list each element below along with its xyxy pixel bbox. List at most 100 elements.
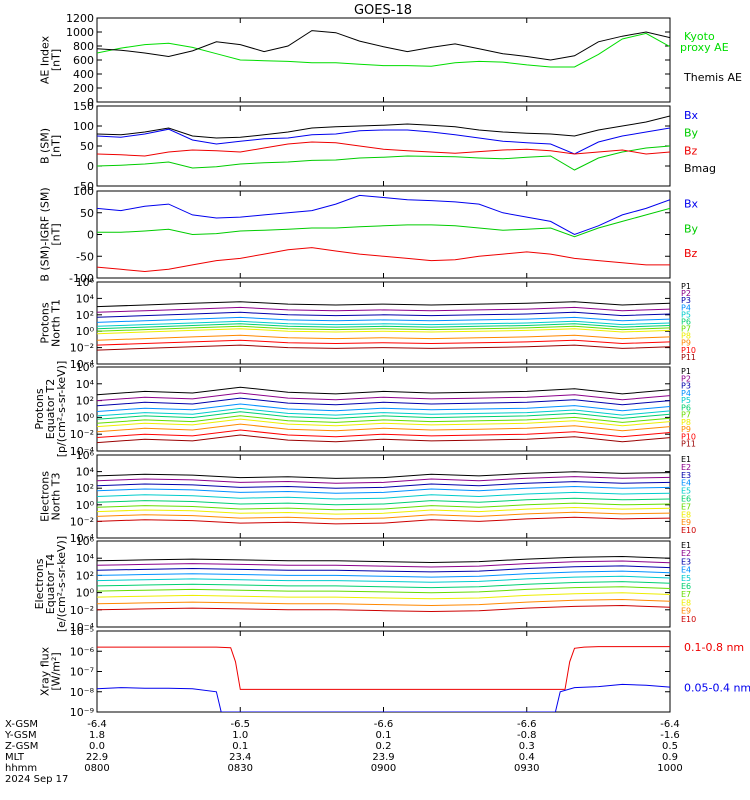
chart-title: GOES-18 <box>354 3 412 18</box>
series-line-E8 <box>97 592 670 600</box>
legend-entry: E7 <box>681 502 691 511</box>
panel-frame <box>96 630 671 713</box>
y-tick-label: 50 <box>80 207 94 220</box>
footer-value: 0830 <box>228 763 253 774</box>
legend-entry: P7 <box>681 411 691 420</box>
legend-entry: Bz <box>684 144 698 157</box>
legend-entry: Bz <box>684 247 698 260</box>
y-axis-label: Xray flux[W/m²] <box>39 646 63 696</box>
series-line-P10 <box>97 339 670 346</box>
panel-xray: 10⁻⁹ 10⁻⁸ 10⁻⁷ 10⁻⁶ 10⁻⁵ Xray flux[W/m²] 0.1-0… <box>39 625 750 719</box>
legend-entry: P1 <box>681 367 691 376</box>
panel-frame <box>96 454 671 539</box>
y-tick-label: 0 <box>87 96 94 109</box>
series-group <box>97 555 670 613</box>
legend-entry: Kyoto <box>684 30 715 43</box>
y-tick-label: -100 <box>69 272 94 285</box>
y-tick-label: 100 <box>73 185 94 198</box>
y-tick-label: 100 <box>73 120 94 133</box>
panel-bsm: -50 0 50 100 150 B (SM)[nT] Bx By Bz Bmag <box>39 100 717 193</box>
legend-entry: P3 <box>681 296 691 305</box>
legend-entry: P1 <box>681 282 691 291</box>
legend-entry: P5 <box>681 396 691 405</box>
series-line-P6 <box>97 323 670 330</box>
legend-entry: P10 <box>681 432 696 441</box>
footer-value: 0.1 <box>376 730 392 741</box>
series-group <box>97 30 670 68</box>
series-line-P9 <box>97 334 670 341</box>
y-tick-label: 10⁻⁴ <box>70 445 95 458</box>
legend-entry: E5 <box>681 574 691 583</box>
y-axis-label: B (SM)-IGRF (SM)[nT] <box>39 187 63 281</box>
y-tick-label: 10⁻⁴ <box>70 532 95 545</box>
series-line-P1 <box>97 301 670 308</box>
panel-bigrf: -100 -50 0 50 100 B (SM)-IGRF (SM)[nT] Bx By Bz <box>39 185 699 285</box>
y-axis-label-line: [nT] <box>50 135 63 157</box>
series-line-E9 <box>97 598 670 607</box>
series-group <box>97 115 670 171</box>
y-axis-label: B (SM)[nT] <box>39 128 63 164</box>
y-tick-label: 200 <box>73 82 94 95</box>
legend-entry: Bmag <box>684 162 716 175</box>
footer-row-label: X-GSM <box>5 719 38 730</box>
y-axis-label-line: Equator T4 <box>44 554 57 614</box>
y-axis-label-line: Protons <box>33 388 46 429</box>
y-tick-label: 0 <box>87 229 94 242</box>
panel-frame <box>96 105 671 187</box>
footer-value: 1.8 <box>89 730 105 741</box>
series-group <box>97 646 670 712</box>
y-axis-label-line: [e/(cm²-s-sr-keV)] <box>55 536 68 632</box>
legend-entry: P4 <box>681 303 691 312</box>
legend-entry: P2 <box>681 374 691 383</box>
y-tick-label: 10² <box>76 569 94 582</box>
footer-date: 2024 Sep 17 <box>5 774 68 785</box>
y-axis-label-line: Electrons <box>39 471 52 522</box>
y-axis-label-line: AE Index <box>39 35 52 84</box>
series-group <box>97 301 670 351</box>
series-line-Bx <box>97 127 670 155</box>
legend-entry: E3 <box>681 471 691 480</box>
legend-entry: E8 <box>681 510 691 519</box>
series-line-P8 <box>97 418 670 428</box>
footer-value: -6.4 <box>660 719 680 730</box>
panel-protE: 10⁻⁴ 10⁻² 10⁰ 10² 10⁴ 10⁶ ProtonsEquator T2[p/… <box>33 361 696 458</box>
y-tick-label: 10⁻⁵ <box>70 625 94 638</box>
series-line-P11 <box>97 434 670 444</box>
y-tick-label: 10⁶ <box>76 361 95 374</box>
y-tick-label: 400 <box>73 68 94 81</box>
legend-entry: P4 <box>681 389 691 398</box>
series-line-By <box>97 207 670 238</box>
y-axis-label-line: [nT] <box>50 49 63 71</box>
legend-entry: Bx <box>684 109 699 122</box>
legend-entry: P10 <box>681 346 696 355</box>
footer-value: -6.6 <box>517 719 537 730</box>
legend-entry: P3 <box>681 382 691 391</box>
footer-value: 0900 <box>371 763 396 774</box>
series-line-P3 <box>97 397 670 407</box>
y-tick-label: 10⁻² <box>70 515 94 528</box>
series-line-P11 <box>97 344 670 351</box>
footer-value: 0.0 <box>89 741 105 752</box>
footer-row-label: Y-GSM <box>4 730 37 741</box>
series-line-P4 <box>97 316 670 323</box>
series-line-E10 <box>97 604 670 613</box>
footer-value: 0930 <box>514 763 539 774</box>
legend-entry: E8 <box>681 598 691 607</box>
legend-entry: P5 <box>681 310 691 319</box>
series-line-P7 <box>97 415 670 424</box>
series-line-0.05-0.4 nm <box>97 683 670 712</box>
y-axis-label-line: [W/m²] <box>50 652 63 690</box>
y-axis-label-line: North T3 <box>50 473 63 521</box>
y-tick-label: 0 <box>87 160 94 173</box>
legend-entry: E2 <box>681 549 691 558</box>
y-tick-label: 10² <box>76 395 94 408</box>
footer-ephemeris: X-GSM -6.4 -6.5 -6.6 -6.6 -6.4Y-GSM 1.8 1.0 0.1-… <box>4 719 683 785</box>
series-line-E5 <box>97 575 670 583</box>
legend-entry: E4 <box>681 479 691 488</box>
y-tick-label: 10⁶ <box>76 449 95 462</box>
y-tick-label: 10² <box>76 482 94 495</box>
y-axis-label-line: B (SM) <box>39 128 52 164</box>
y-tick-label: 10⁰ <box>76 587 95 600</box>
